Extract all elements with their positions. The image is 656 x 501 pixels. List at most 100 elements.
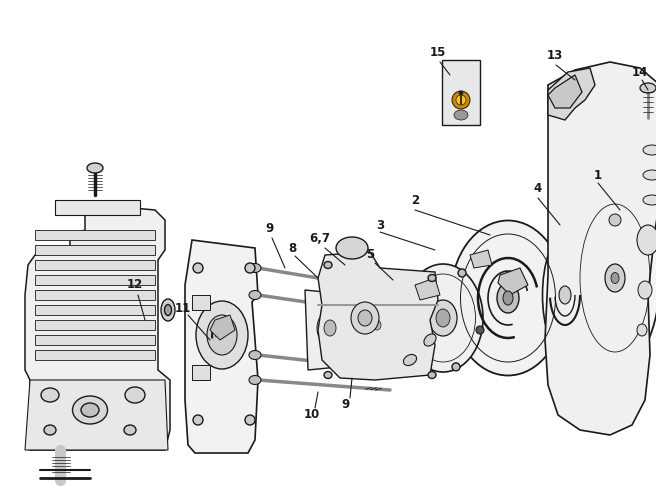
Ellipse shape	[193, 263, 203, 273]
Text: 10: 10	[304, 408, 320, 421]
Ellipse shape	[637, 324, 647, 336]
Ellipse shape	[87, 163, 103, 173]
Ellipse shape	[611, 273, 619, 284]
Ellipse shape	[424, 334, 436, 346]
Ellipse shape	[403, 354, 417, 366]
Text: 14: 14	[632, 66, 648, 79]
Polygon shape	[470, 250, 492, 268]
Text: 13: 13	[547, 49, 563, 62]
Ellipse shape	[392, 297, 398, 304]
Ellipse shape	[317, 311, 343, 345]
Ellipse shape	[643, 195, 656, 205]
Ellipse shape	[249, 376, 261, 384]
Ellipse shape	[428, 275, 436, 282]
Polygon shape	[35, 350, 155, 360]
Ellipse shape	[415, 274, 422, 282]
Ellipse shape	[451, 220, 565, 376]
Polygon shape	[192, 365, 210, 380]
Ellipse shape	[543, 235, 588, 355]
Ellipse shape	[476, 326, 484, 334]
Text: 6,7: 6,7	[310, 231, 331, 244]
Ellipse shape	[193, 415, 203, 425]
Polygon shape	[548, 75, 582, 108]
Text: 9: 9	[341, 398, 349, 411]
Ellipse shape	[559, 286, 571, 304]
Ellipse shape	[373, 320, 381, 330]
Ellipse shape	[356, 350, 363, 357]
Ellipse shape	[609, 214, 621, 226]
Text: 5: 5	[366, 248, 374, 262]
Polygon shape	[545, 62, 656, 435]
Ellipse shape	[503, 291, 513, 305]
Text: 15: 15	[430, 46, 446, 59]
Text: 12: 12	[127, 279, 143, 292]
Ellipse shape	[249, 264, 261, 273]
Ellipse shape	[454, 110, 468, 120]
Polygon shape	[35, 335, 155, 345]
Polygon shape	[498, 268, 528, 295]
Ellipse shape	[452, 91, 470, 109]
Text: 8: 8	[288, 241, 296, 255]
Ellipse shape	[640, 83, 656, 93]
Ellipse shape	[436, 309, 450, 327]
Text: 3: 3	[376, 218, 384, 231]
Ellipse shape	[249, 351, 261, 360]
Polygon shape	[318, 252, 438, 380]
Ellipse shape	[165, 305, 171, 316]
Ellipse shape	[161, 299, 175, 321]
Text: 1: 1	[594, 168, 602, 181]
Polygon shape	[210, 315, 235, 340]
Ellipse shape	[429, 300, 457, 336]
Ellipse shape	[81, 403, 99, 417]
Ellipse shape	[605, 264, 625, 292]
Ellipse shape	[452, 363, 460, 371]
Polygon shape	[548, 68, 595, 120]
Polygon shape	[35, 290, 155, 300]
Ellipse shape	[428, 372, 436, 378]
Ellipse shape	[638, 281, 652, 299]
Polygon shape	[35, 320, 155, 330]
Polygon shape	[415, 278, 440, 300]
Polygon shape	[35, 260, 155, 270]
Polygon shape	[192, 295, 210, 310]
Ellipse shape	[324, 372, 332, 378]
Polygon shape	[185, 240, 258, 453]
Ellipse shape	[403, 264, 483, 372]
Text: 4: 4	[534, 181, 542, 194]
Text: 11: 11	[175, 302, 191, 315]
Text: 9: 9	[266, 221, 274, 234]
Ellipse shape	[643, 170, 656, 180]
Text: 2: 2	[411, 193, 419, 206]
Ellipse shape	[41, 388, 59, 402]
Ellipse shape	[456, 95, 466, 105]
Ellipse shape	[497, 283, 519, 313]
Polygon shape	[355, 290, 402, 370]
Ellipse shape	[73, 396, 108, 424]
Ellipse shape	[124, 425, 136, 435]
Polygon shape	[35, 245, 155, 255]
Ellipse shape	[245, 263, 255, 273]
Ellipse shape	[459, 92, 462, 95]
Ellipse shape	[358, 310, 372, 326]
Polygon shape	[25, 380, 168, 450]
Polygon shape	[25, 205, 170, 450]
Ellipse shape	[249, 291, 261, 300]
Ellipse shape	[368, 314, 386, 336]
FancyBboxPatch shape	[442, 60, 480, 125]
Polygon shape	[35, 305, 155, 315]
Polygon shape	[35, 230, 155, 240]
Ellipse shape	[336, 237, 368, 259]
Ellipse shape	[245, 415, 255, 425]
Ellipse shape	[44, 425, 56, 435]
Ellipse shape	[207, 315, 237, 355]
Ellipse shape	[125, 387, 145, 403]
Ellipse shape	[570, 185, 656, 371]
Ellipse shape	[196, 301, 248, 369]
Ellipse shape	[351, 302, 379, 334]
Polygon shape	[35, 275, 155, 285]
Ellipse shape	[406, 340, 414, 348]
Ellipse shape	[637, 225, 656, 255]
Polygon shape	[305, 290, 358, 370]
Ellipse shape	[324, 262, 332, 269]
Ellipse shape	[458, 269, 466, 277]
